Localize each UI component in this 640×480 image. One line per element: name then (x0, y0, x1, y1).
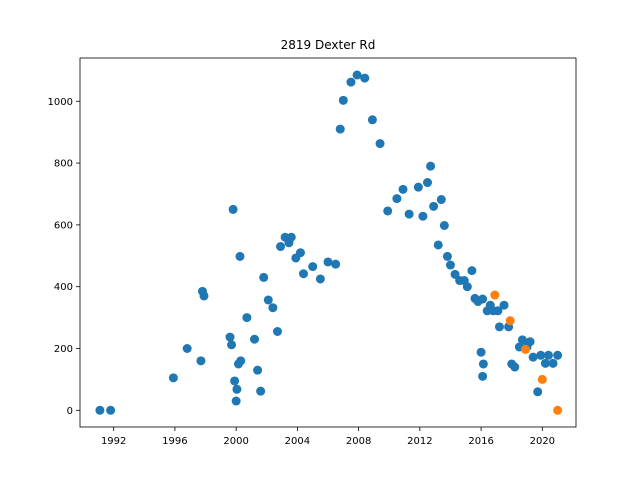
plot-frame (79, 57, 577, 428)
data-point (533, 387, 543, 397)
data-point (499, 300, 509, 310)
data-point (295, 248, 305, 258)
data-point (426, 161, 436, 171)
data-point (338, 95, 348, 105)
data-point (263, 295, 273, 305)
data-point (106, 405, 116, 415)
data-point (256, 386, 266, 396)
data-point (423, 178, 433, 188)
y-tick-label: 1000 (48, 97, 73, 108)
data-point (230, 376, 240, 386)
data-point (315, 274, 325, 284)
data-point (478, 294, 488, 304)
x-tick-label: 2004 (285, 436, 310, 447)
data-point (392, 194, 402, 204)
data-point (268, 303, 278, 313)
data-point (253, 365, 263, 375)
data-point (543, 350, 553, 360)
data-point (553, 405, 563, 415)
data-point (232, 384, 242, 394)
data-point (418, 211, 428, 221)
data-point (367, 115, 377, 125)
data-point (331, 259, 341, 269)
data-point (383, 206, 393, 216)
data-point (445, 260, 455, 270)
data-point (227, 340, 237, 350)
data-point (168, 373, 178, 383)
data-point (467, 266, 477, 276)
x-axis: 1992 1996 2000 2004 2008 2012 2016 2020 (101, 427, 555, 447)
data-point (235, 251, 245, 261)
data-point (236, 356, 246, 366)
x-tick-label: 1996 (162, 436, 187, 447)
data-point (199, 291, 209, 301)
y-tick-label: 600 (54, 220, 73, 231)
data-point (537, 374, 547, 384)
data-point (308, 262, 318, 272)
y-tick-label: 0 (67, 406, 73, 417)
data-point (490, 290, 500, 300)
chart-title: 2819 Dexter Rd (281, 38, 376, 52)
data-point (375, 139, 385, 149)
data-point (335, 124, 345, 134)
data-point (517, 335, 527, 345)
data-point (433, 240, 443, 250)
data-point (286, 232, 296, 242)
data-point (429, 201, 439, 211)
data-point (259, 272, 269, 282)
data-point (360, 73, 370, 83)
x-tick-label: 2020 (530, 436, 555, 447)
data-point (323, 257, 333, 267)
x-tick-label: 2016 (468, 436, 493, 447)
data-point (442, 251, 452, 261)
data-point (462, 282, 472, 292)
data-point (242, 313, 252, 323)
y-axis: 0 200 400 600 800 1000 (48, 97, 80, 417)
data-point (182, 344, 192, 354)
data-point (228, 204, 238, 214)
data-point (398, 184, 408, 194)
data-point (540, 358, 550, 368)
data-point (276, 242, 286, 252)
y-tick-label: 200 (54, 344, 73, 355)
data-point (450, 269, 460, 279)
data-point (250, 334, 260, 344)
data-point (510, 362, 520, 372)
data-point (231, 396, 241, 406)
data-point (478, 371, 488, 381)
data-point (493, 306, 503, 316)
data-point (476, 347, 486, 357)
data-point (346, 77, 356, 87)
data-point (553, 350, 563, 360)
x-tick-label: 2000 (223, 436, 248, 447)
data-point (196, 356, 206, 366)
data-point (299, 269, 309, 279)
data-point (525, 337, 535, 347)
data-point (225, 332, 235, 342)
data-point (413, 182, 423, 192)
y-tick-label: 800 (54, 159, 73, 170)
data-point (505, 316, 515, 326)
x-tick-label: 2008 (346, 436, 371, 447)
y-tick-label: 400 (54, 282, 73, 293)
x-tick-label: 1992 (101, 436, 126, 447)
data-point (478, 359, 488, 369)
data-point (436, 195, 446, 205)
data-point (548, 358, 558, 368)
data-point (520, 344, 530, 354)
data-point (95, 405, 105, 415)
data-point (439, 221, 449, 231)
data-point (528, 352, 538, 362)
data-point (536, 350, 546, 360)
data-point (352, 70, 362, 80)
x-tick-label: 2012 (407, 436, 432, 447)
data-point (272, 327, 282, 337)
data-point (494, 322, 504, 332)
data-point (404, 209, 414, 219)
points-layer (95, 70, 563, 415)
